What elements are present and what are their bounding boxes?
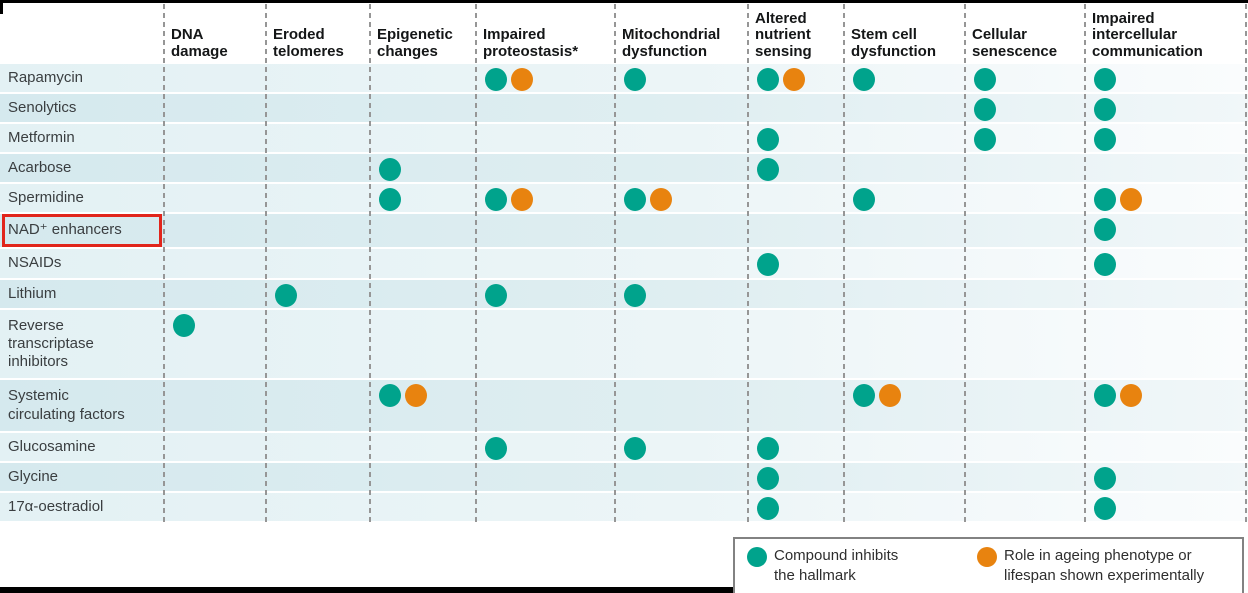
inhibits-dot-icon — [757, 128, 779, 151]
row-label: NSAIDs — [8, 254, 62, 272]
legend-item-inhibits: Compound inhibits the hallmark — [747, 546, 898, 585]
table-row-acarbose: Acarbose — [0, 154, 1248, 182]
inhibits-dot-icon — [624, 188, 646, 211]
inhibits-dot-icon — [485, 284, 507, 307]
table-row-nsaids: NSAIDs — [0, 249, 1248, 278]
inhibits-dot-icon — [1094, 98, 1116, 121]
row-label: Lithium — [8, 284, 57, 302]
inhibits-dot-icon — [757, 497, 779, 520]
inhibits-dot-icon — [1094, 68, 1116, 91]
inhibits-dot-icon — [275, 284, 297, 307]
inhibits-dot-icon — [624, 437, 646, 460]
column-divider-dashed-line — [369, 4, 371, 524]
top-border-bar — [0, 0, 1248, 3]
inhibits-dot-icon — [757, 253, 779, 276]
row-label: Metformin — [8, 128, 75, 146]
experimental-dot-icon — [650, 188, 672, 211]
top-left-border-notch — [0, 0, 3, 14]
inhibits-dot-icon — [974, 128, 996, 151]
inhibits-dot-icon — [757, 467, 779, 490]
inhibits-dot-icon — [485, 437, 507, 460]
row-label: Systemic circulating factors — [8, 387, 125, 423]
inhibits-dot-icon — [974, 68, 996, 91]
table-row-17-oestradiol: 17α-oestradiol — [0, 493, 1248, 521]
inhibits-dot-icon — [853, 384, 875, 407]
inhibits-dot-icon — [379, 384, 401, 407]
row-label: Reverse transcriptase inhibitors — [8, 316, 94, 371]
inhibits-dot-icon — [624, 68, 646, 91]
column-divider-dashed-line — [614, 4, 616, 524]
inhibits-dot-icon — [757, 68, 779, 91]
inhibits-dot-icon — [1094, 253, 1116, 276]
column-header-dna-damage: DNA damage — [171, 26, 228, 61]
column-divider-dashed-line — [843, 4, 845, 524]
column-header-stem-cell-dysfunction: Stem cell dysfunction — [851, 26, 936, 61]
table-row-senolytics: Senolytics — [0, 94, 1248, 122]
inhibits-dot-icon — [853, 68, 875, 91]
legend-label-experimental: Role in ageing phenotype or lifespan sho… — [1004, 547, 1205, 584]
inhibits-dot-icon — [173, 314, 195, 337]
row-label: Rapamycin — [8, 68, 84, 86]
inhibits-dot-icon — [624, 284, 646, 307]
experimental-dot-icon — [1120, 188, 1142, 211]
legend-label-inhibits: Compound inhibits the hallmark — [774, 547, 899, 584]
inhibits-dot-icon — [379, 158, 401, 181]
inhibits-dot-icon — [1094, 467, 1116, 490]
column-divider-dashed-line — [1245, 4, 1247, 524]
table-row-reverse-transcriptase-inhibitors: Reverse transcriptase inhibitors — [0, 310, 1248, 378]
column-header-epigenetic-changes: Epigenetic changes — [377, 26, 453, 61]
experimental-dot-icon — [783, 68, 805, 91]
column-header-altered-nutrient-sensing: Altered nutrient sensing — [755, 9, 812, 61]
column-divider-dashed-line — [163, 4, 165, 524]
inhibits-dot-icon — [1094, 188, 1116, 211]
inhibits-dot-icon — [379, 188, 401, 211]
inhibits-dot-icon — [1094, 384, 1116, 407]
bottom-border-bar — [0, 587, 737, 593]
table-row-nad-enhancers: NAD⁺ enhancers — [0, 214, 1248, 247]
inhibits-dot-icon — [1094, 128, 1116, 151]
inhibits-dot-icon — [974, 98, 996, 121]
row-label: Glycine — [8, 467, 59, 485]
experimental-dot-icon — [1120, 384, 1142, 407]
column-divider-dashed-line — [747, 4, 749, 524]
row-label: NAD⁺ enhancers — [8, 221, 122, 239]
legend: Compound inhibits the hallmark Role in a… — [733, 537, 1244, 593]
column-divider-dashed-line — [964, 4, 966, 524]
row-label: Spermidine — [8, 188, 84, 206]
column-divider-dashed-line — [475, 4, 477, 524]
column-divider-dashed-line — [1084, 4, 1086, 524]
experimental-dot-icon — [511, 68, 533, 91]
inhibits-dot-icon — [1094, 497, 1116, 520]
orange-dot-icon — [977, 547, 997, 567]
column-header-impaired-proteostasis: Impaired proteostasis* — [483, 26, 579, 61]
column-divider-dashed-line — [265, 4, 267, 524]
column-header-eroded-telomeres: Eroded telomeres — [273, 26, 344, 61]
column-header-mitochondrial-dysfunction: Mitochondrial dysfunction — [622, 26, 721, 61]
table-row-systemic-circulating-factors: Systemic circulating factors — [0, 380, 1248, 431]
experimental-dot-icon — [405, 384, 427, 407]
inhibits-dot-icon — [757, 437, 779, 460]
inhibits-dot-icon — [853, 188, 875, 211]
teal-dot-icon — [747, 547, 767, 567]
inhibits-dot-icon — [485, 68, 507, 91]
nad-enhancers-highlight-box — [2, 214, 162, 247]
row-label: Senolytics — [8, 98, 77, 116]
inhibits-dot-icon — [485, 188, 507, 211]
experimental-dot-icon — [879, 384, 901, 407]
column-header-cellular-senescence: Cellular senescence — [972, 26, 1058, 61]
inhibits-dot-icon — [1094, 218, 1116, 241]
column-header-impaired-intercellular-communication: Impaired intercellular communication — [1092, 9, 1203, 61]
legend-item-experimental: Role in ageing phenotype or lifespan sho… — [977, 546, 1204, 585]
row-label: Acarbose — [8, 158, 72, 176]
experimental-dot-icon — [511, 188, 533, 211]
row-label: Glucosamine — [8, 437, 96, 455]
inhibits-dot-icon — [757, 158, 779, 181]
row-label: 17α-oestradiol — [8, 497, 104, 515]
table-row-glycine: Glycine — [0, 463, 1248, 491]
table-row-metformin: Metformin — [0, 124, 1248, 152]
